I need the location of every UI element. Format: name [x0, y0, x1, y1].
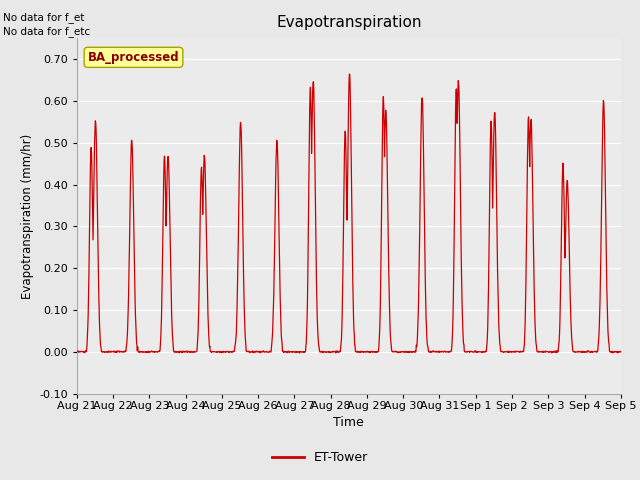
Y-axis label: Evapotranspiration (mm/hr): Evapotranspiration (mm/hr)	[20, 133, 33, 299]
X-axis label: Time: Time	[333, 416, 364, 429]
Text: No data for f_et: No data for f_et	[3, 12, 84, 23]
Text: BA_processed: BA_processed	[88, 51, 179, 64]
Text: No data for f_etc: No data for f_etc	[3, 26, 90, 37]
Legend: ET-Tower: ET-Tower	[268, 446, 372, 469]
Title: Evapotranspiration: Evapotranspiration	[276, 15, 422, 30]
